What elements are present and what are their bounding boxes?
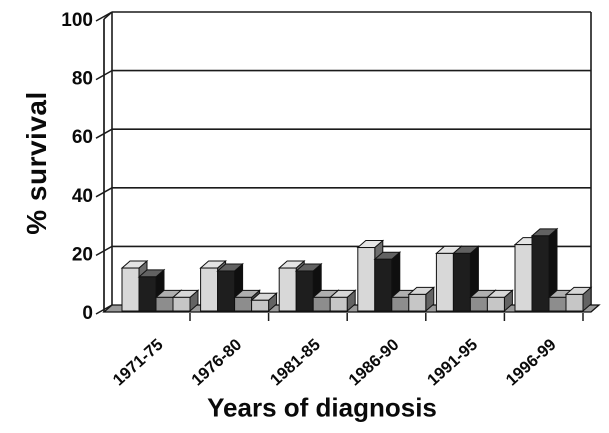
x-tick-label: 1986-90 (345, 336, 402, 390)
bar-segment (329, 296, 348, 312)
bar-segment (295, 270, 314, 312)
bar-segment (514, 244, 533, 312)
bar-segment (251, 299, 270, 312)
x-tick-label: 1996-99 (503, 336, 560, 390)
y-tick-label: 60 (72, 127, 93, 148)
bar-segment (486, 296, 505, 312)
bar-segment (565, 293, 584, 312)
x-tick-label: 1976-80 (188, 336, 245, 390)
x-tick-label: 1981-85 (267, 336, 324, 390)
bar-segment (234, 296, 253, 312)
x-axis-title: Years of diagnosis (207, 392, 437, 423)
bar-segment (200, 267, 219, 312)
y-axis-title: % survival (21, 91, 52, 235)
y-tick (95, 187, 113, 198)
bar-segment (531, 235, 550, 312)
bar-segment (391, 296, 410, 312)
y-tick (95, 69, 113, 81)
bar-segment (435, 252, 454, 312)
x-tick-label: 1991-95 (424, 336, 481, 390)
bar-segment (408, 293, 427, 312)
bar-segment (548, 296, 567, 312)
y-tick-label: 40 (72, 186, 93, 207)
y-tick (95, 304, 113, 315)
bar-segment (172, 296, 191, 312)
bar-segment (121, 267, 140, 312)
bar-segment (374, 258, 393, 312)
y-tick (95, 245, 113, 257)
y-tick-label: 0 (82, 303, 93, 324)
y-tick-label: 80 (72, 69, 93, 90)
bar-segment (357, 247, 376, 312)
y-tick (95, 11, 113, 22)
y-tick-label: 100 (61, 10, 93, 31)
bar-segment (469, 296, 488, 312)
bar-segment (278, 267, 297, 312)
bar-segment (138, 276, 157, 312)
x-tick-label: 1971-75 (110, 336, 167, 390)
y-tick (95, 128, 113, 139)
bar-segment (155, 296, 174, 312)
bar-segment (312, 296, 331, 312)
bar-segment (217, 270, 236, 312)
bar-segment (452, 252, 471, 312)
y-tick-label: 20 (72, 244, 93, 265)
